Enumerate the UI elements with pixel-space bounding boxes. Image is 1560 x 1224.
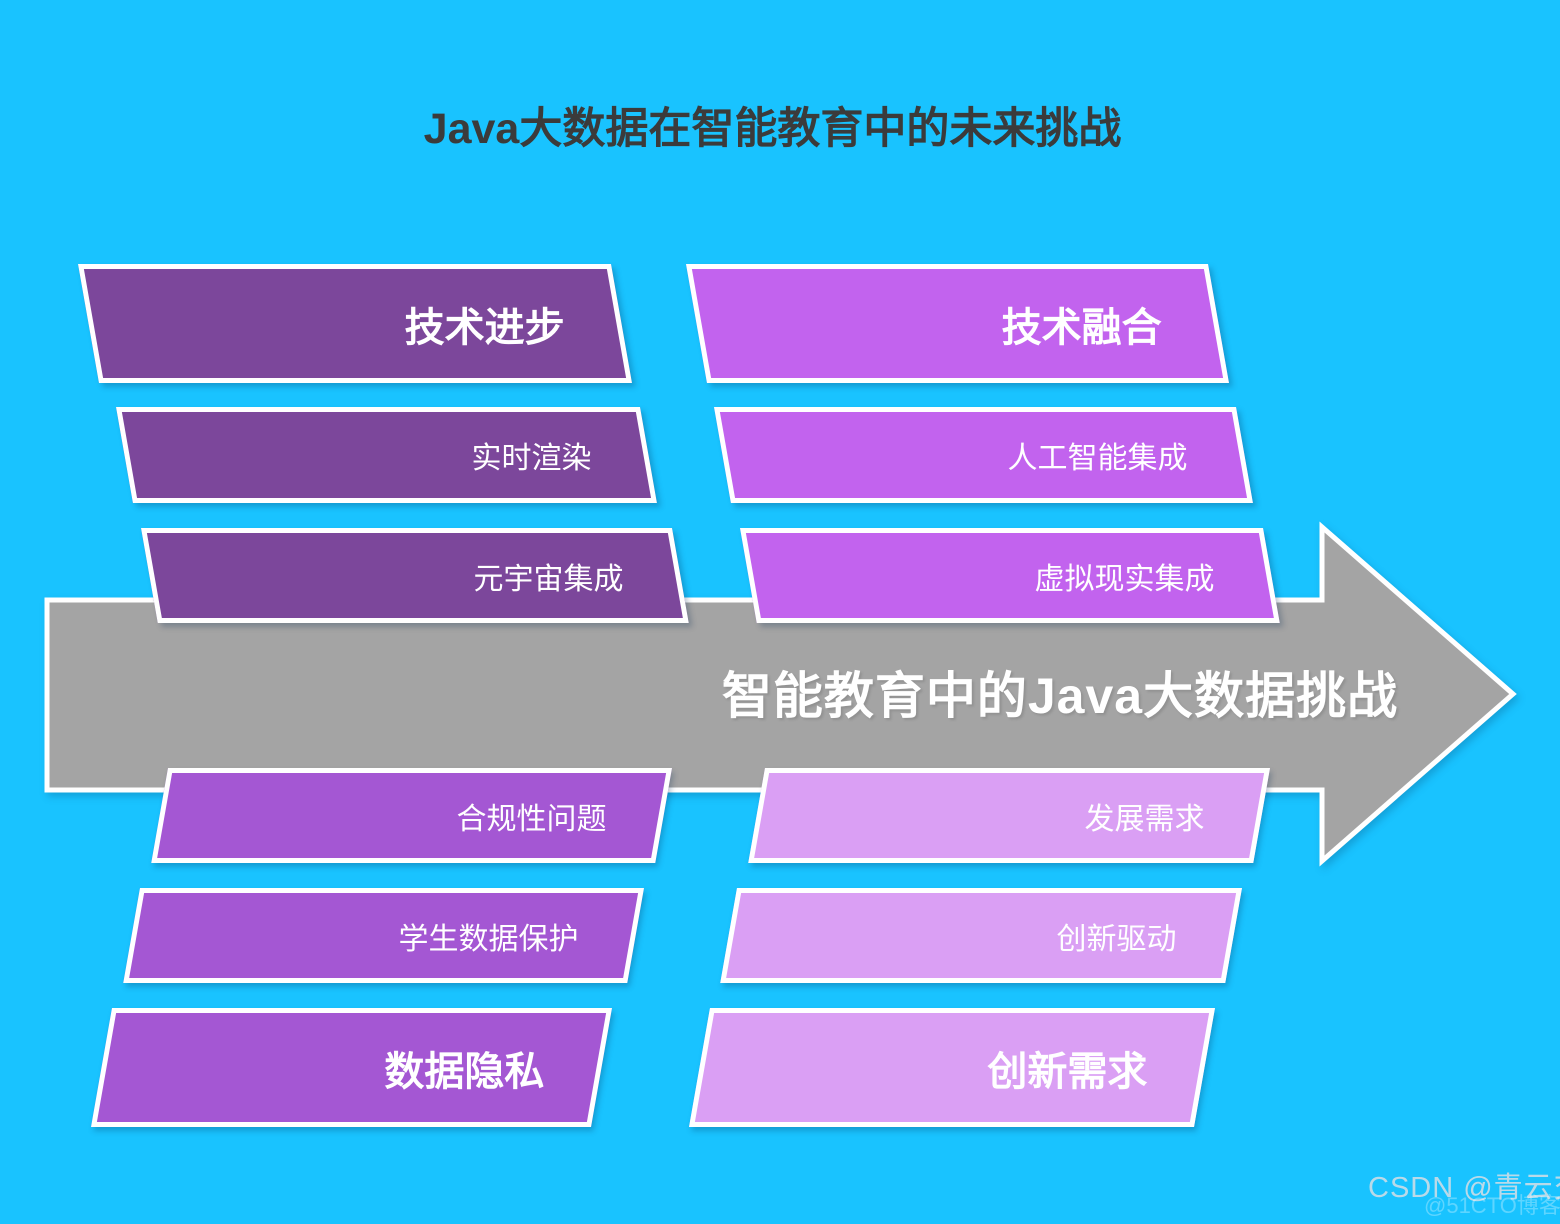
shape-realtime-rendering: 实时渲染	[116, 407, 657, 503]
shape-metaverse-integration: 元宇宙集成	[141, 528, 689, 623]
watermark-csdn: CSDN @青云交	[1368, 1172, 1560, 1204]
shape-innovation-driven: 创新驱动	[720, 888, 1242, 983]
shape-compliance-issues: 合规性问题	[151, 768, 673, 863]
shape-ai-integration: 人工智能集成	[714, 407, 1253, 503]
shape-tech-fusion: 技术融合	[686, 264, 1229, 383]
shape-innovation-demand: 创新需求	[689, 1008, 1215, 1127]
shape-label-student-data-protection: 学生数据保护	[398, 922, 579, 956]
shape-label-realtime-rendering: 实时渲染	[471, 442, 592, 475]
shape-tech-progress: 技术进步	[78, 264, 632, 383]
shape-vr-integration: 虚拟现实集成	[740, 528, 1280, 623]
shape-student-data-protection: 学生数据保护	[123, 888, 644, 983]
shape-label-innovation-demand: 创新需求	[987, 1049, 1148, 1094]
main-arrow-label: 智能教育中的Java大数据挑战	[721, 668, 1399, 724]
page-title: Java大数据在智能教育中的未来挑战	[423, 105, 1122, 153]
shape-label-tech-progress: 技术进步	[404, 305, 565, 350]
shape-label-development-needs: 发展需求	[1084, 802, 1205, 836]
shape-label-ai-integration: 人工智能集成	[1007, 442, 1188, 475]
shape-label-tech-fusion: 技术融合	[1001, 305, 1162, 350]
shape-label-metaverse-integration: 元宇宙集成	[473, 562, 624, 596]
shape-label-innovation-driven: 创新驱动	[1056, 922, 1177, 956]
shape-label-compliance-issues: 合规性问题	[456, 802, 607, 836]
shape-development-needs: 发展需求	[748, 768, 1270, 863]
shape-data-privacy: 数据隐私	[91, 1008, 612, 1127]
watermark-blog: @51CTO博客	[1424, 1193, 1560, 1218]
shape-label-vr-integration: 虚拟现实集成	[1034, 562, 1215, 596]
shape-label-data-privacy: 数据隐私	[384, 1049, 545, 1094]
